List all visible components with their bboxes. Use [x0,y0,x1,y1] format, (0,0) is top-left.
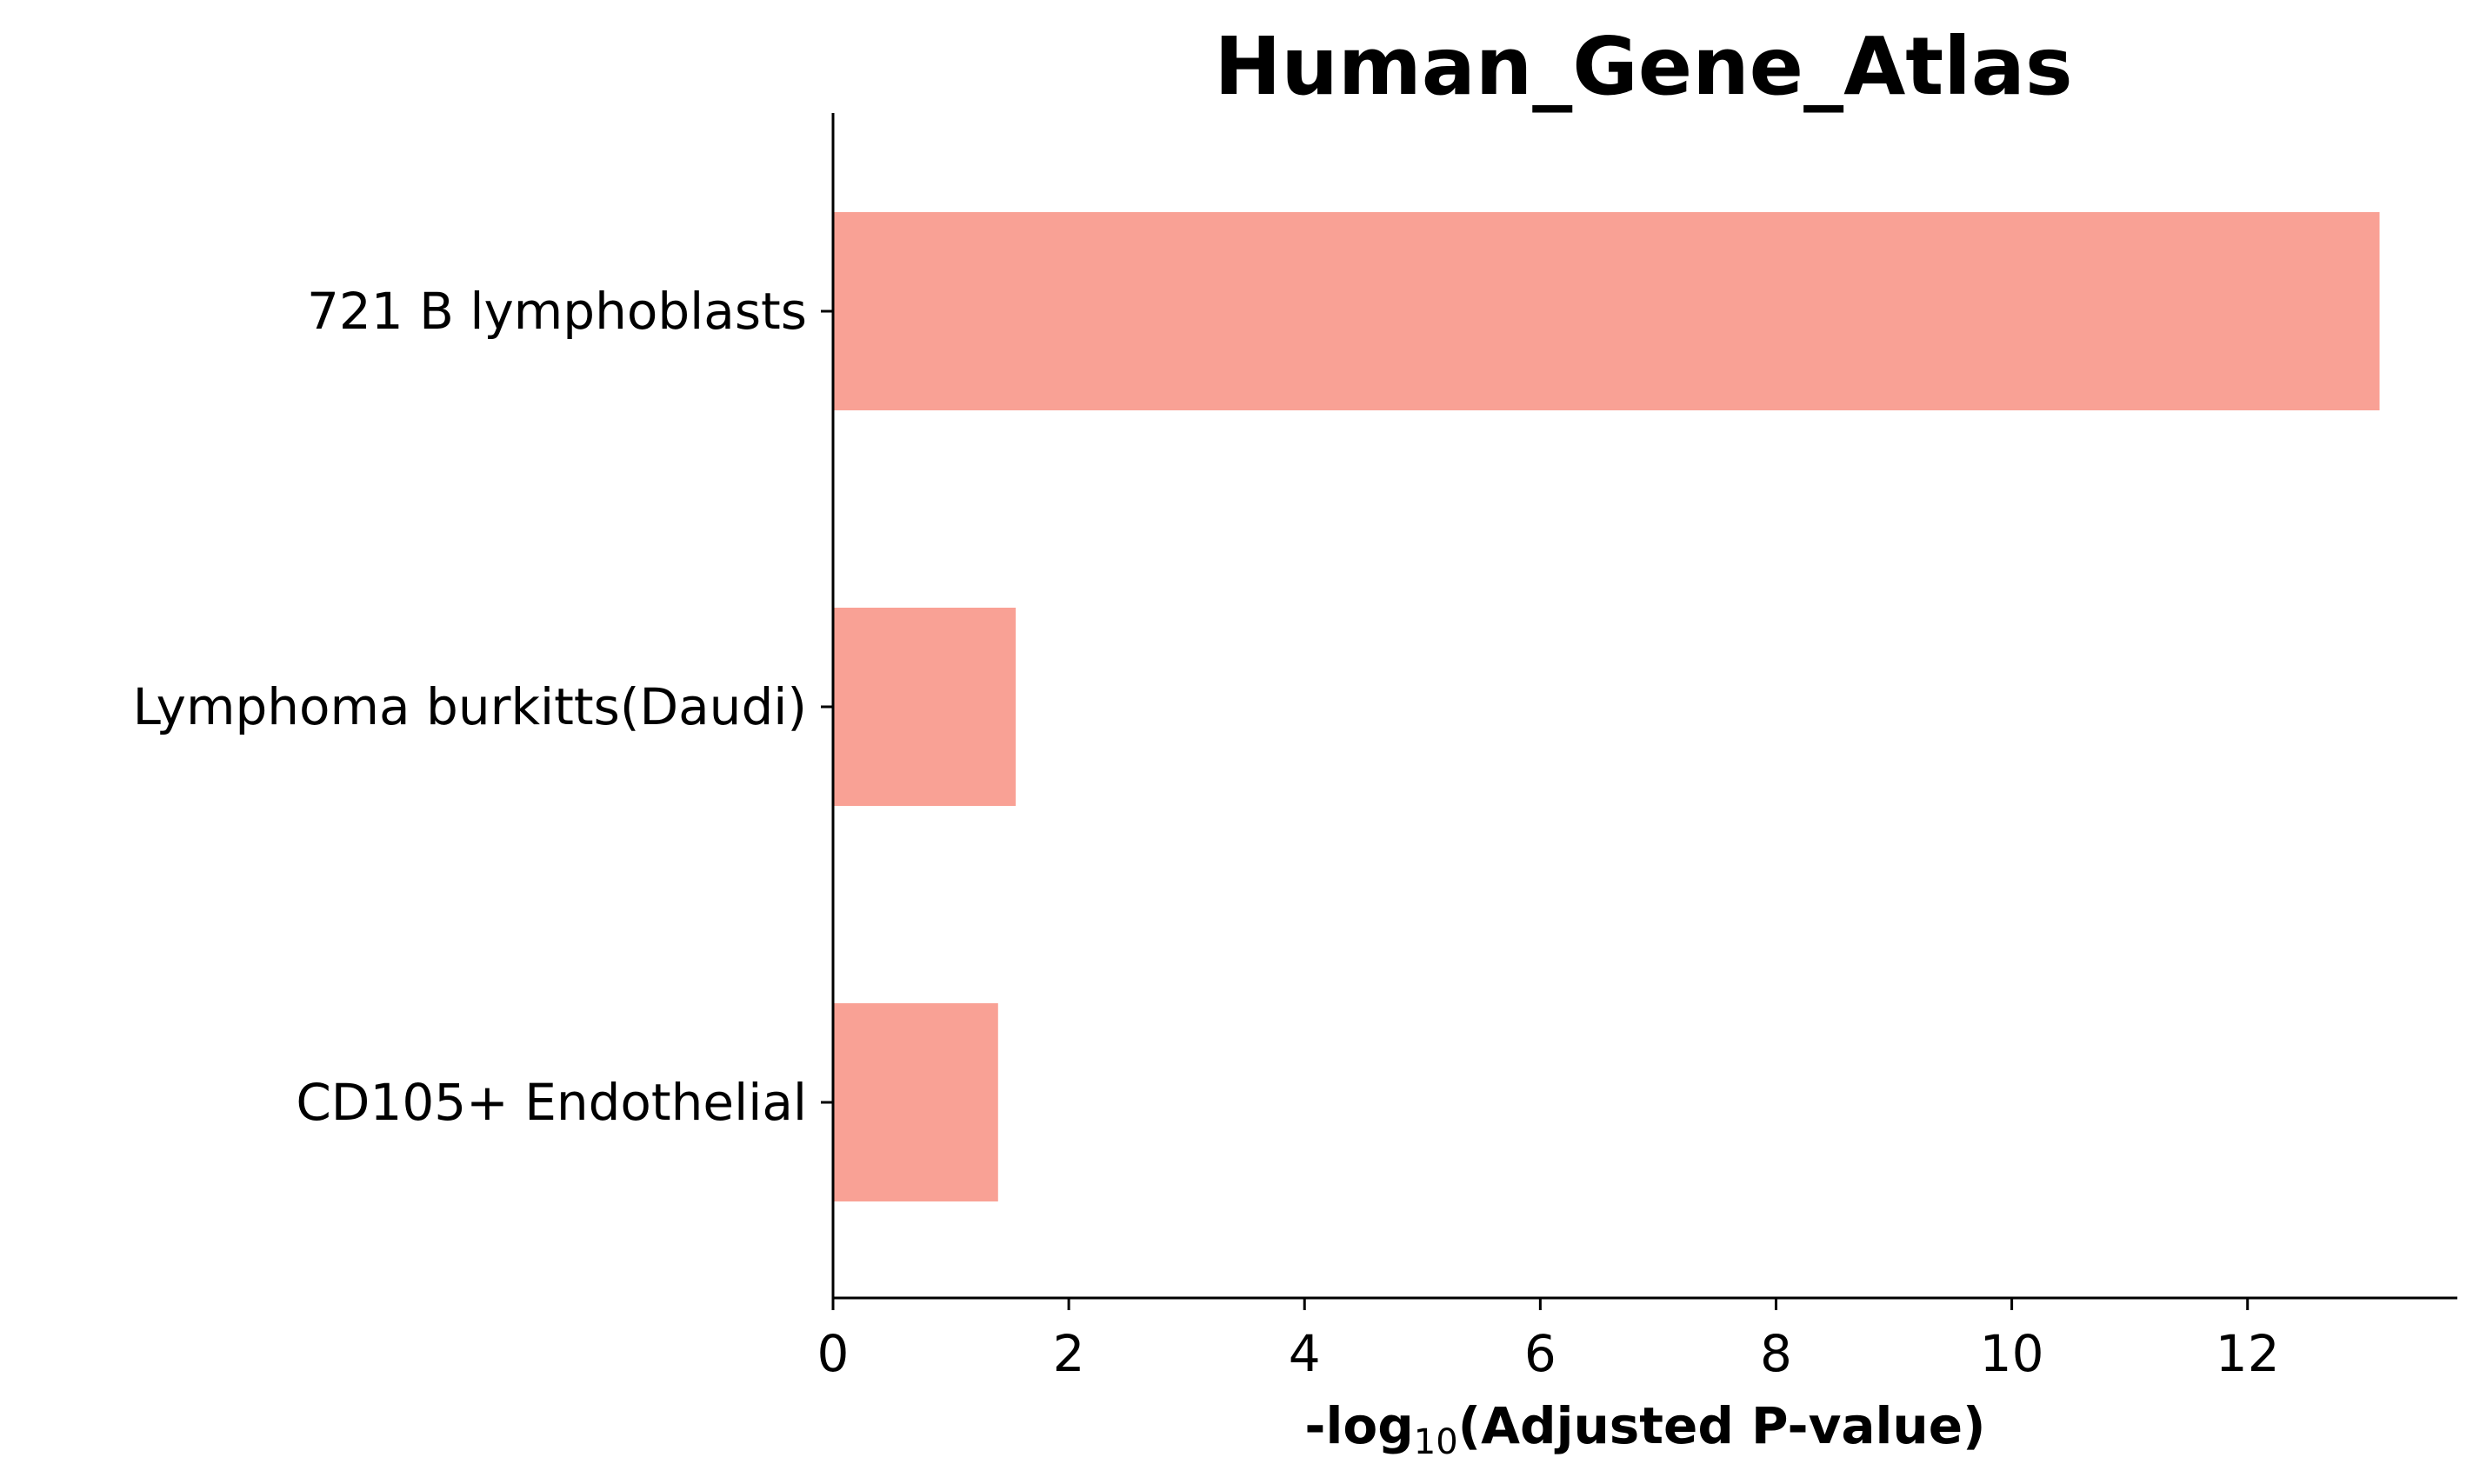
x-axis-label-subscript: 10 [1414,1422,1458,1462]
bar [833,608,1017,806]
category-label: 721 B lymphoblasts [307,282,807,341]
y-axis-ticks: 721 B lymphoblasts Lymphoma burkitts(Daud… [133,282,833,1132]
chart-title: Human_Gene_Atlas [1214,20,2072,113]
x-tick-label: 8 [1760,1324,1792,1383]
x-tick-label: 12 [2216,1324,2280,1383]
x-tick-label: 2 [1053,1324,1085,1383]
x-axis-label-suffix: (Adjusted P-value) [1458,1396,1986,1455]
bar [833,212,2380,410]
x-tick-label: 0 [817,1324,850,1383]
category-label: Lymphoma burkitts(Daudi) [133,677,807,736]
x-axis-ticks: 0 2 4 6 8 10 12 [817,1298,2280,1383]
bars-group [833,212,2380,1201]
x-tick-label: 10 [1980,1324,2044,1383]
bar [833,1003,998,1201]
x-axis-label: -log10(Adjusted P-value) [1304,1396,1985,1462]
x-axis-label-prefix: -log [1304,1396,1413,1455]
category-label: CD105+ Endothelial [296,1073,807,1132]
x-tick-label: 6 [1524,1324,1556,1383]
x-tick-label: 4 [1289,1324,1321,1383]
